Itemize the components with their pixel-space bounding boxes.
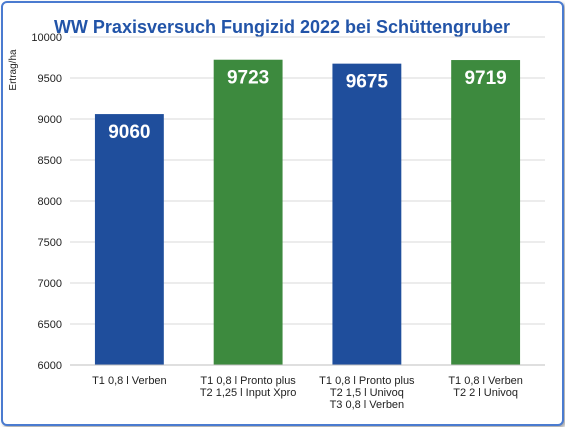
data-labels: 9060 9723 9675 9719	[108, 68, 507, 143]
data-label: 9060	[108, 122, 150, 143]
x-category-label: T3 0,8 l Verben	[330, 399, 405, 411]
data-label: 9719	[464, 68, 506, 89]
x-category-label: T2 1,25 l Input Xpro	[200, 387, 297, 399]
chart-title: WW Praxisversuch Fungizid 2022 bei Schüt…	[54, 17, 510, 37]
y-axis-ticks: 6000 6500 7000 7500 8000 8500 9000 9500 10000	[31, 32, 62, 372]
y-tick-label: 9000	[38, 114, 62, 126]
y-axis-label: Ertrag/ha	[8, 49, 19, 91]
bars	[94, 59, 521, 366]
bar	[213, 59, 283, 366]
y-tick-label: 8500	[38, 155, 62, 167]
y-tick-label: 10000	[31, 32, 62, 44]
y-tick-label: 6500	[38, 319, 62, 331]
bar	[94, 114, 164, 365]
y-tick-label: 7000	[38, 278, 62, 290]
bar	[332, 63, 402, 366]
x-category-label: T1 0,8 l Pronto plus	[200, 375, 296, 387]
y-tick-label: 8000	[38, 196, 62, 208]
x-category-label: T2 1,5 l Univoq	[330, 387, 404, 399]
y-tick-label: 9500	[38, 73, 62, 85]
x-category-label: T1 0,8 l Pronto plus	[319, 375, 415, 387]
y-tick-label: 7500	[38, 237, 62, 249]
x-category-label: T2 2 l Univoq	[453, 387, 518, 399]
x-category-label: T1 0,8 l Verben	[92, 375, 167, 387]
x-category-label: T1 0,8 l Verben	[448, 375, 523, 387]
bar	[451, 60, 521, 366]
y-tick-label: 6000	[38, 360, 62, 372]
data-label: 9675	[346, 72, 389, 93]
data-label: 9723	[227, 68, 269, 89]
